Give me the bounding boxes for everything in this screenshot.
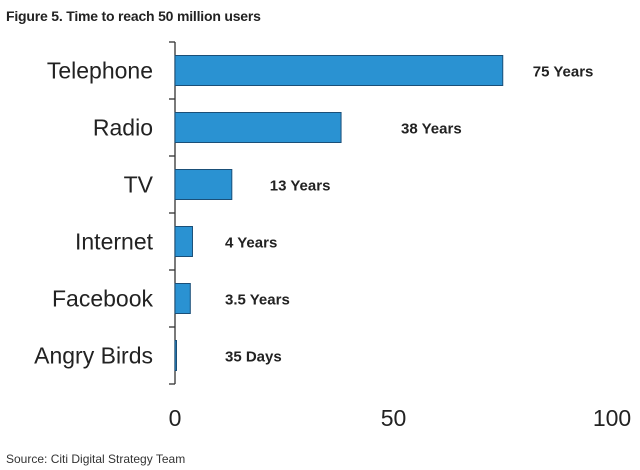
category-label: TV	[124, 172, 154, 198]
value-label: 75 Years	[533, 64, 594, 81]
category-label: Internet	[75, 229, 154, 255]
bar-tv	[174, 169, 233, 200]
bar-angry-birds	[174, 340, 177, 371]
category-label: Facebook	[52, 286, 154, 312]
chart-title: Figure 5. Time to reach 50 million users	[6, 8, 261, 24]
value-label: 3.5 Years	[225, 292, 290, 309]
x-tick-label: 100	[593, 405, 631, 431]
category-label: Angry Birds	[34, 343, 153, 369]
chart-source: Source: Citi Digital Strategy Team	[6, 452, 186, 466]
bar-telephone	[174, 55, 504, 86]
bar-internet	[174, 226, 193, 257]
category-label: Radio	[93, 115, 153, 141]
category-label: Telephone	[47, 58, 153, 84]
value-label: 4 Years	[225, 235, 277, 252]
bar-radio	[174, 112, 342, 143]
value-label: 35 Days	[225, 349, 282, 366]
bar-facebook	[174, 283, 191, 314]
value-label: 38 Years	[401, 121, 462, 138]
x-tick-label: 0	[169, 405, 182, 431]
value-label: 13 Years	[270, 178, 331, 195]
x-tick-label: 50	[381, 405, 407, 431]
